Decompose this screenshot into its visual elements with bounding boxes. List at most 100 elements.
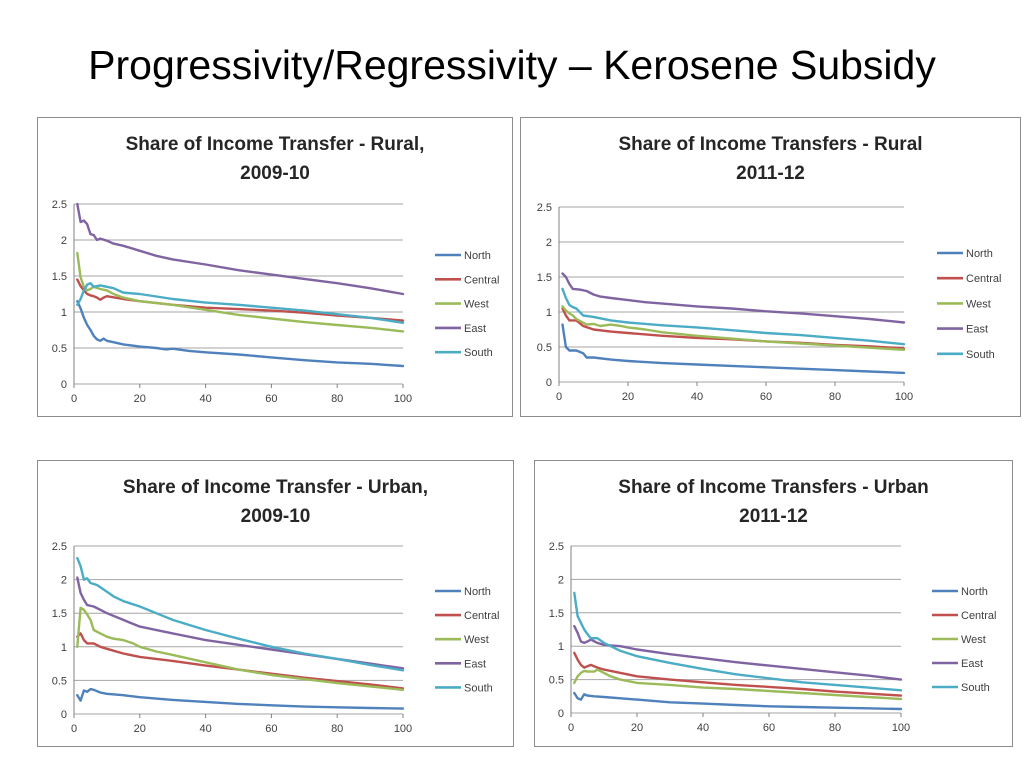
x-tick-label: 40 <box>691 391 703 403</box>
x-tick-label: 20 <box>134 393 146 405</box>
y-tick-label: 0.5 <box>549 675 564 687</box>
chart-title-line-1: Share of Income Transfers - Urban <box>618 477 929 498</box>
y-tick-label: 0 <box>61 379 67 391</box>
y-tick-label: 2 <box>61 575 67 587</box>
y-tick-label: 1.5 <box>549 608 564 620</box>
x-tick-label: 100 <box>394 393 412 405</box>
series-line-central <box>561 307 906 350</box>
x-tick-label: 0 <box>71 393 77 405</box>
series-line-west <box>76 606 405 691</box>
legend-label-west: West <box>464 299 489 311</box>
x-tick-label: 20 <box>622 391 634 403</box>
legend-label-north: North <box>966 248 993 260</box>
chart-title: Share of Income Transfer - Urban, 2009-1… <box>38 473 513 531</box>
x-tick-label: 40 <box>697 722 709 734</box>
x-tick-label: 100 <box>895 391 913 403</box>
y-tick-label: 2 <box>558 574 564 586</box>
series-line-east <box>573 625 903 681</box>
x-tick-label: 60 <box>265 393 277 405</box>
legend-label-south: South <box>464 347 493 359</box>
x-tick-label: 80 <box>331 393 343 405</box>
x-tick-label: 100 <box>394 723 412 735</box>
series-line-south <box>573 591 903 692</box>
series-line-east <box>76 202 405 296</box>
series-line-west <box>561 305 906 351</box>
legend-label-east: East <box>464 658 486 670</box>
chart-rural-2009-10: Share of Income Transfer - Rural, 2009-1… <box>37 117 513 417</box>
y-tick-label: 1 <box>61 307 67 319</box>
y-tick-label: 1 <box>558 641 564 653</box>
chart-title-line-2: 2011-12 <box>739 506 808 527</box>
x-tick-label: 20 <box>631 722 643 734</box>
series-line-east <box>561 272 906 324</box>
plot-svg: 0 0.5 1 1.5 2 2.5 0 20 40 60 80 100 North Central West… <box>52 541 500 735</box>
chart-title-line-2: 2009-10 <box>240 163 310 184</box>
legend-label-central: Central <box>961 610 996 622</box>
legend-label-north: North <box>961 586 988 598</box>
x-tick-label: 0 <box>568 722 574 734</box>
y-tick-label: 1.5 <box>52 271 67 283</box>
x-tick-label: 40 <box>199 393 211 405</box>
series-line-north <box>573 691 903 711</box>
y-tick-label: 0.5 <box>52 675 67 687</box>
x-tick-label: 0 <box>556 391 562 403</box>
legend-label-central: Central <box>464 610 499 622</box>
series-line-north <box>561 323 906 375</box>
y-tick-label: 2.5 <box>52 541 67 553</box>
y-tick-label: 2.5 <box>549 541 564 553</box>
x-tick-label: 60 <box>763 722 775 734</box>
x-tick-label: 60 <box>760 391 772 403</box>
series-line-west <box>76 251 405 333</box>
x-tick-label: 80 <box>829 722 841 734</box>
x-tick-label: 0 <box>71 723 77 735</box>
series-line-south <box>76 556 405 672</box>
chart-title: Share of Income Transfer - Rural, 2009-1… <box>38 130 512 188</box>
y-tick-label: 1.5 <box>537 272 552 284</box>
legend-label-east: East <box>464 323 486 335</box>
chart-title-line-1: Share of Income Transfer - Urban, <box>122 477 429 498</box>
y-tick-label: 1 <box>61 642 67 654</box>
series-line-west <box>573 668 903 701</box>
y-tick-label: 2.5 <box>52 199 67 211</box>
x-tick-label: 100 <box>892 722 910 734</box>
plot-svg: 0 0.5 1 1.5 2 2.5 0 20 40 60 80 100 North Central West… <box>537 202 1002 403</box>
series-line-central <box>76 632 405 690</box>
legend-label-south: South <box>464 682 493 694</box>
chart-title-line-2: 2011-12 <box>736 163 805 184</box>
series-line-south <box>561 287 906 346</box>
legend-label-north: North <box>464 250 491 262</box>
chart-title: Share of Income Transfers - Urban 2011-1… <box>535 473 1012 531</box>
chart-title-line-1: Share of Income Transfers - Rural <box>618 134 923 155</box>
y-tick-label: 0 <box>558 708 564 720</box>
y-tick-label: 0.5 <box>537 342 552 354</box>
plot-svg: 0 0.5 1 1.5 2 2.5 0 20 40 60 80 100 North Central West… <box>549 541 997 734</box>
y-tick-label: 2.5 <box>537 202 552 214</box>
series-line-north <box>76 687 405 710</box>
series-line-north <box>76 300 405 368</box>
legend-label-south: South <box>961 682 990 694</box>
legend-label-central: Central <box>966 273 1001 285</box>
series-line-central <box>573 651 903 697</box>
plot-svg: 0 0.5 1 1.5 2 2.5 0 20 40 60 80 100 North Central West… <box>52 199 500 405</box>
x-tick-label: 40 <box>199 723 211 735</box>
y-tick-label: 1 <box>546 307 552 319</box>
x-tick-label: 20 <box>134 723 146 735</box>
legend-label-south: South <box>966 349 995 361</box>
legend-label-west: West <box>464 634 489 646</box>
series-line-south <box>76 282 405 324</box>
legend-label-east: East <box>966 324 988 336</box>
chart-title-line-1: Share of Income Transfer - Rural, <box>125 134 425 155</box>
chart-urban-2011-12: Share of Income Transfers - Urban 2011-1… <box>534 460 1013 747</box>
chart-title: Share of Income Transfers - Rural 2011-1… <box>521 130 1020 188</box>
y-tick-label: 0 <box>546 377 552 389</box>
legend-label-west: West <box>966 298 991 310</box>
chart-title-line-2: 2009-10 <box>240 506 311 527</box>
y-tick-label: 0.5 <box>52 343 67 355</box>
x-tick-label: 80 <box>331 723 343 735</box>
y-tick-label: 2 <box>546 237 552 249</box>
series-line-central <box>76 278 405 322</box>
legend-label-central: Central <box>464 274 499 286</box>
x-tick-label: 60 <box>265 723 277 735</box>
y-tick-label: 1.5 <box>52 608 67 620</box>
legend-label-north: North <box>464 586 491 598</box>
